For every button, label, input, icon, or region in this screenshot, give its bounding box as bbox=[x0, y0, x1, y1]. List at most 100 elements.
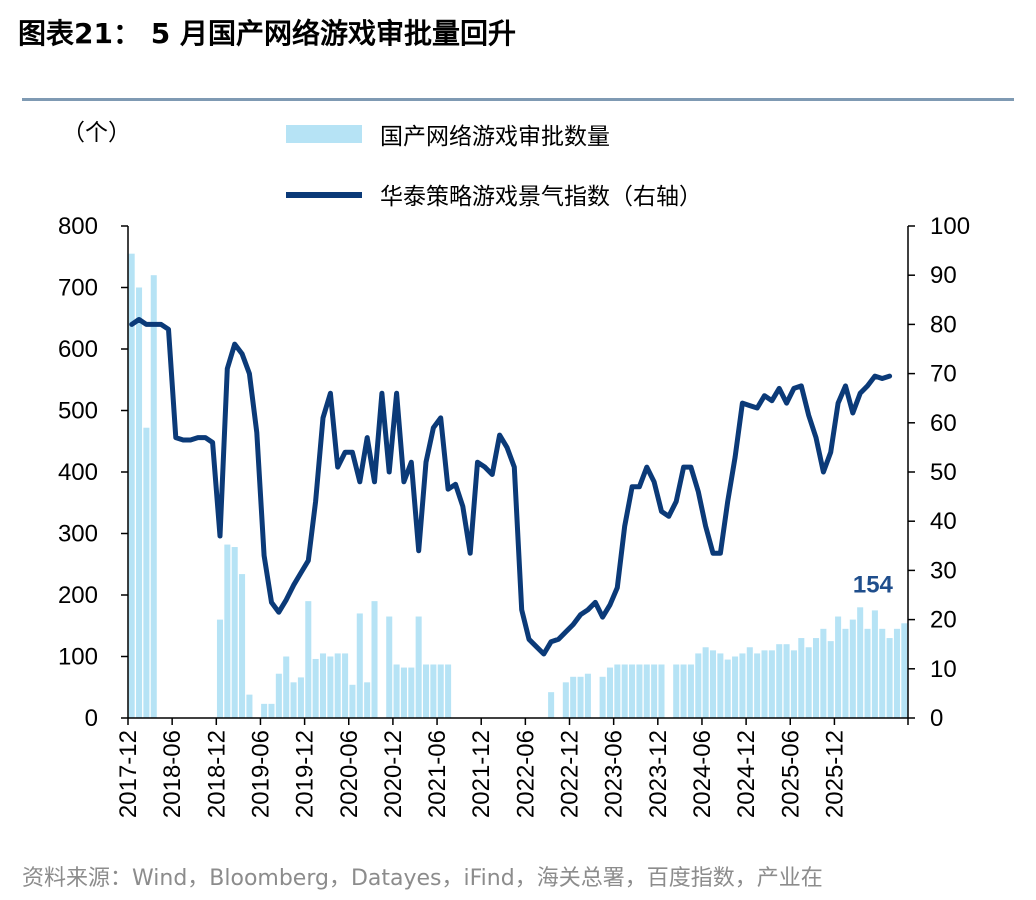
bar bbox=[606, 667, 613, 718]
bar bbox=[275, 673, 282, 718]
bar bbox=[643, 664, 650, 718]
left-tick-label: 300 bbox=[58, 521, 98, 548]
x-tick-label: 2018-06 bbox=[159, 730, 186, 818]
x-tick-label: 2021-12 bbox=[468, 730, 495, 818]
bar bbox=[621, 664, 628, 718]
bar bbox=[548, 692, 555, 718]
bar bbox=[371, 601, 378, 718]
bar bbox=[143, 427, 150, 718]
bar bbox=[570, 676, 577, 718]
latest-value-label: 154 bbox=[853, 571, 894, 598]
bar bbox=[584, 673, 591, 718]
bar bbox=[864, 628, 871, 718]
left-tick-label: 400 bbox=[58, 459, 98, 486]
bar bbox=[408, 667, 415, 718]
bar bbox=[687, 664, 694, 718]
bar bbox=[400, 667, 407, 718]
bar bbox=[246, 694, 253, 718]
source-note: 资料来源：Wind，Bloomberg，Datayes，iFind，海关总署，百… bbox=[22, 866, 823, 891]
bar bbox=[216, 619, 223, 718]
bar bbox=[901, 623, 908, 718]
legend-line-label: 华泰策略游戏景气指数（右轴） bbox=[380, 184, 702, 210]
bar bbox=[768, 650, 775, 718]
x-tick-label: 2019-06 bbox=[247, 730, 274, 818]
legend-bar-swatch bbox=[286, 125, 362, 143]
bar bbox=[629, 664, 636, 718]
left-tick-label: 100 bbox=[58, 644, 98, 671]
left-tick-label: 500 bbox=[58, 398, 98, 425]
bar bbox=[599, 676, 606, 718]
bar-series bbox=[128, 253, 908, 719]
index-line bbox=[129, 317, 893, 657]
bar bbox=[445, 664, 452, 718]
bar bbox=[790, 650, 797, 718]
bar bbox=[732, 656, 739, 718]
left-tick-label: 200 bbox=[58, 582, 98, 609]
right-tick-label: 80 bbox=[930, 311, 957, 338]
bar bbox=[430, 664, 437, 718]
left-axis-unit: （个） bbox=[62, 120, 131, 146]
bar bbox=[136, 287, 143, 718]
bar bbox=[746, 647, 753, 718]
bar bbox=[673, 664, 680, 718]
title-divider bbox=[22, 98, 1014, 101]
x-tick-label: 2021-06 bbox=[424, 730, 451, 818]
bar bbox=[334, 653, 341, 718]
bar bbox=[849, 619, 856, 718]
x-tick-label: 2022-12 bbox=[557, 730, 584, 818]
line-series-group bbox=[129, 317, 893, 657]
right-tick-label: 70 bbox=[930, 361, 957, 388]
bar bbox=[415, 616, 422, 718]
bar bbox=[577, 676, 584, 718]
left-tick-label: 0 bbox=[85, 705, 98, 732]
x-tick-label: 2022-06 bbox=[512, 730, 539, 818]
bar bbox=[717, 653, 724, 718]
bar bbox=[224, 544, 231, 718]
bar bbox=[356, 613, 363, 718]
x-tick-label: 2024-12 bbox=[733, 730, 760, 818]
x-tick-label: 2024-06 bbox=[689, 730, 716, 818]
bar bbox=[886, 638, 893, 718]
bar bbox=[879, 628, 886, 718]
bar bbox=[283, 656, 290, 718]
bar bbox=[364, 682, 371, 718]
bar bbox=[813, 638, 820, 718]
bar bbox=[319, 653, 327, 718]
x-tick-label: 2025-06 bbox=[777, 730, 804, 818]
bar bbox=[562, 682, 569, 718]
bar bbox=[150, 275, 157, 718]
x-tick-label: 2019-12 bbox=[292, 730, 319, 818]
bar bbox=[393, 664, 400, 718]
bar bbox=[231, 547, 238, 718]
x-tick-label: 2025-12 bbox=[821, 730, 848, 818]
bar bbox=[798, 638, 805, 718]
right-tick-label: 40 bbox=[930, 508, 957, 535]
right-tick-label: 0 bbox=[930, 705, 943, 732]
bar bbox=[290, 682, 297, 718]
bar bbox=[386, 616, 393, 718]
right-tick-label: 60 bbox=[930, 410, 957, 437]
bar bbox=[305, 601, 312, 718]
bar bbox=[261, 703, 268, 718]
right-tick-label: 20 bbox=[930, 607, 957, 634]
axes: 0 100 200 300 400 500 600 700 800 0 10 20 30 40 50 60 70… bbox=[58, 120, 970, 818]
bar bbox=[776, 644, 783, 718]
bar bbox=[805, 647, 812, 718]
bar bbox=[342, 653, 349, 718]
bar bbox=[636, 664, 643, 718]
left-tick-label: 800 bbox=[58, 213, 98, 240]
chart-title: 图表21： 5 月国产网络游戏审批量回升 bbox=[18, 17, 516, 50]
legend-bar-label: 国产网络游戏审批数量 bbox=[380, 124, 610, 150]
bar bbox=[709, 650, 717, 718]
right-tick-label: 30 bbox=[930, 557, 957, 584]
bar bbox=[857, 607, 864, 718]
bar bbox=[739, 653, 746, 718]
bar bbox=[842, 628, 849, 718]
bar bbox=[327, 656, 334, 718]
x-tick-label: 2017-12 bbox=[115, 730, 142, 818]
bar bbox=[695, 653, 702, 718]
bar bbox=[820, 628, 827, 718]
x-tick-label: 2020-12 bbox=[380, 730, 407, 818]
